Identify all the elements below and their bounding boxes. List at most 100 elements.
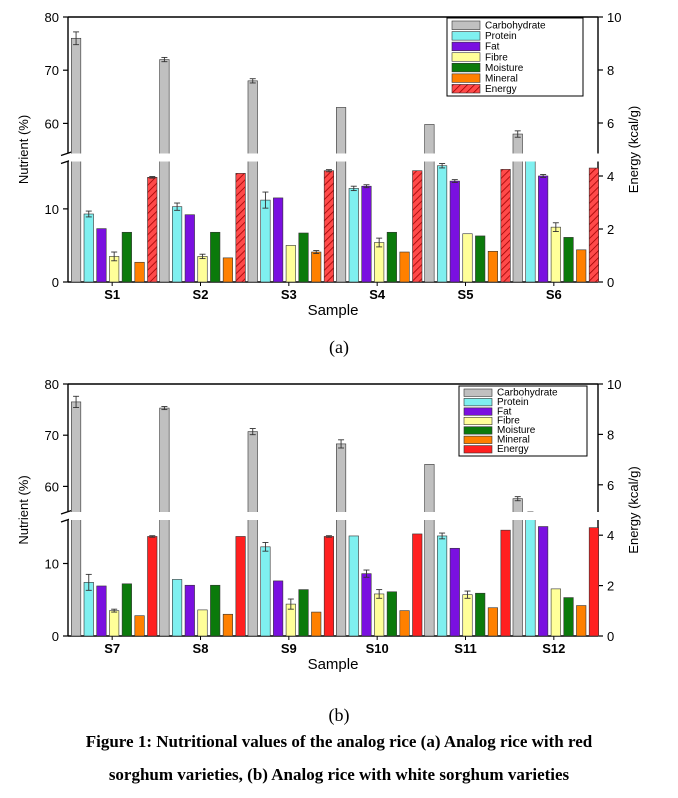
legend-swatch-fat	[451, 41, 481, 52]
legend-swatch-protein	[451, 31, 481, 41]
bar-protein	[525, 514, 536, 637]
x-tick-label: S10	[366, 641, 389, 656]
legend-label-fibre: Fibre	[497, 416, 520, 427]
bar-moisture	[475, 235, 486, 283]
y2-tick-label: 6	[607, 478, 614, 493]
y2-tick-label: 10	[607, 10, 621, 25]
bar-energy	[235, 536, 246, 637]
bar-energy	[323, 170, 334, 283]
x-tick-label: S4	[369, 287, 386, 302]
bar-energy	[588, 167, 599, 283]
bar-energy	[147, 536, 158, 637]
bar-protein	[525, 155, 536, 283]
bar-mineral	[487, 607, 498, 637]
bar-mineral	[576, 249, 587, 283]
panel-label-a: (a)	[329, 337, 349, 357]
bar-energy	[588, 527, 599, 637]
bar-protein	[260, 199, 271, 283]
bar-protein	[437, 535, 448, 637]
bar-fibre	[462, 594, 473, 637]
x-tick-label: S3	[281, 287, 297, 302]
x-axis-label: Sample	[308, 302, 359, 319]
y2-tick-label: 8	[607, 63, 614, 78]
legend-swatch-fibre	[463, 416, 493, 426]
bar-moisture	[121, 231, 132, 283]
y2-axis-label: Energy (kcal/g)	[626, 106, 641, 193]
figure-caption-line-1: Figure 1: Nutritional values of the anal…	[85, 732, 593, 751]
x-tick-label: S5	[458, 287, 474, 302]
legend-swatch-fibre	[451, 52, 481, 62]
bar-fat	[361, 573, 372, 637]
y-axis-label: Nutrient (%)	[16, 115, 31, 184]
bar-carbohydrate	[424, 464, 435, 637]
y-axis-label: Nutrient (%)	[16, 475, 31, 544]
bar-carbohydrate	[336, 443, 347, 637]
legend-label-carbohydrate: Carbohydrate	[485, 21, 546, 32]
bar-fibre	[550, 588, 561, 637]
y2-tick-label: 4	[607, 169, 614, 184]
bar-mineral	[576, 605, 587, 637]
legend-swatch-carbohydrate	[463, 388, 493, 397]
y2-tick-label: 0	[607, 275, 614, 290]
bar-protein	[172, 579, 183, 637]
legend-swatch-energy	[463, 445, 493, 454]
bar-mineral	[399, 610, 410, 637]
bar-moisture	[386, 591, 397, 637]
legend-label-protein: Protein	[485, 31, 517, 42]
legend-label-mineral: Mineral	[497, 435, 530, 446]
legend-label-moisture: Moisture	[497, 425, 536, 436]
x-tick-label: S9	[281, 641, 297, 656]
bar-mineral	[134, 261, 145, 283]
x-tick-label: S8	[193, 641, 209, 656]
x-tick-label: S7	[104, 641, 120, 656]
bar-carbohydrate	[247, 431, 258, 637]
axis-break-gap-overlay	[69, 512, 597, 520]
axis-break-mark	[60, 509, 74, 515]
bar-fat	[184, 584, 195, 637]
legend-label-energy: Energy	[485, 84, 517, 95]
bar-fibre	[374, 593, 385, 637]
bar-mineral	[134, 615, 145, 637]
bar-fibre	[109, 610, 120, 637]
bar-fat	[273, 197, 284, 283]
legend-label-energy: Energy	[497, 444, 529, 455]
bar-protein	[437, 165, 448, 283]
bar-moisture	[210, 584, 221, 637]
bar-carbohydrate	[336, 107, 347, 283]
y-tick-label: 70	[45, 63, 59, 78]
legend-swatch-protein	[463, 398, 493, 407]
y2-tick-label: 10	[607, 377, 621, 392]
legend-swatch-fat	[463, 407, 493, 416]
bar-moisture	[475, 592, 486, 637]
bar-fat	[538, 175, 549, 283]
bar-fat	[361, 185, 372, 283]
bar-energy	[500, 169, 511, 283]
y-tick-label: 70	[45, 428, 59, 443]
legend-swatch-moisture	[463, 426, 493, 435]
bar-energy	[323, 536, 334, 637]
y-tick-label: 0	[52, 629, 59, 644]
y2-tick-label: 2	[607, 579, 614, 594]
bar-fibre	[285, 245, 296, 283]
bar-mineral	[311, 251, 322, 283]
x-tick-label: S2	[193, 287, 209, 302]
y-tick-label: 0	[52, 275, 59, 290]
bar-mineral	[222, 257, 233, 283]
y2-tick-label: 6	[607, 116, 614, 131]
bar-carbohydrate	[424, 124, 435, 283]
legend-swatch-energy	[451, 84, 481, 94]
y2-tick-label: 2	[607, 222, 614, 237]
bar-fibre	[550, 226, 561, 283]
figure-caption-line-2: sorghum varieties, (b) Analog rice with …	[108, 765, 570, 784]
bar-fat	[273, 580, 284, 637]
bar-carbohydrate	[159, 407, 170, 637]
x-tick-label: S1	[104, 287, 120, 302]
bar-mineral	[399, 251, 410, 283]
x-axis-label: Sample	[308, 656, 359, 673]
bar-fat	[184, 214, 195, 283]
legend-label-carbohydrate: Carbohydrate	[497, 387, 558, 398]
y-tick-label: 10	[45, 557, 59, 572]
bar-moisture	[386, 231, 397, 283]
y-tick-label: 60	[45, 116, 59, 131]
